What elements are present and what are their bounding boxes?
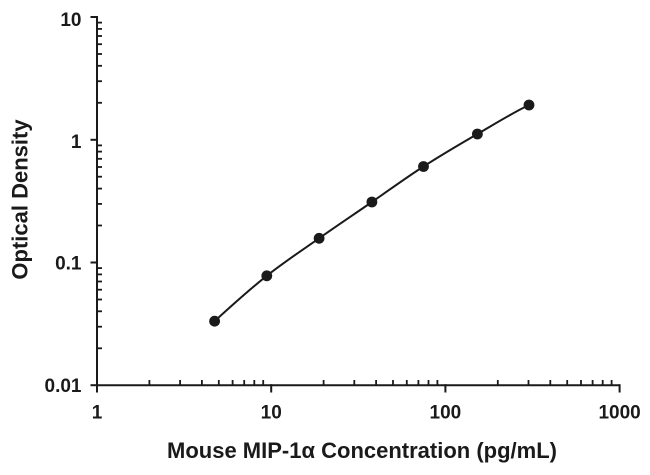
svg-text:1: 1 [71, 132, 82, 153]
svg-text:10: 10 [60, 10, 81, 31]
svg-text:1000: 1000 [598, 403, 640, 424]
svg-text:0.1: 0.1 [55, 254, 82, 275]
svg-text:10: 10 [261, 403, 282, 424]
svg-text:Mouse MIP-1α Concentration (pg: Mouse MIP-1α Concentration (pg/mL) [167, 438, 557, 463]
svg-text:Optical Density: Optical Density [8, 119, 33, 280]
svg-text:100: 100 [430, 403, 462, 424]
svg-text:1: 1 [92, 403, 103, 424]
svg-text:0.01: 0.01 [45, 376, 82, 397]
